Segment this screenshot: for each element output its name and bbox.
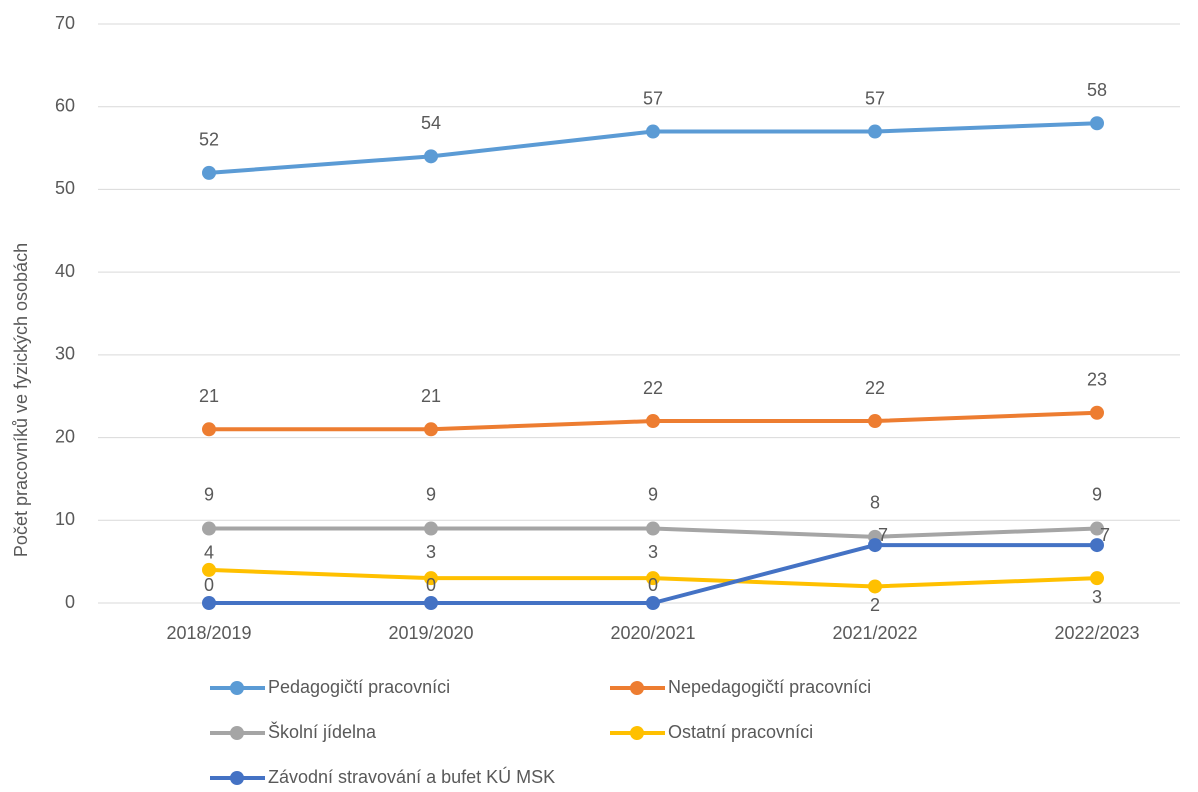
data-label: 54: [421, 113, 441, 133]
data-point: [1090, 521, 1104, 536]
data-point: [868, 124, 882, 139]
y-tick-label: 30: [55, 344, 75, 364]
data-point: [424, 521, 438, 536]
data-point: [424, 149, 438, 164]
y-tick-label: 50: [55, 178, 75, 198]
data-label: 3: [648, 542, 658, 562]
data-label: 3: [426, 542, 436, 562]
data-point: [202, 596, 216, 610]
y-tick-label: 60: [55, 95, 75, 115]
data-label: 23: [1087, 370, 1107, 390]
data-point: [202, 562, 216, 577]
data-label: 58: [1087, 80, 1107, 100]
data-label: 0: [204, 575, 214, 595]
legend-label: Školní jídelna: [268, 721, 377, 742]
x-tick-label: 2019/2020: [388, 623, 473, 643]
data-label: 3: [1092, 587, 1102, 607]
legend-marker: [230, 771, 244, 785]
data-point: [868, 414, 882, 429]
y-tick-label: 70: [55, 13, 75, 33]
data-point: [1090, 116, 1104, 131]
data-point: [646, 414, 660, 429]
x-tick-label: 2020/2021: [610, 623, 695, 643]
data-label: 21: [421, 386, 441, 406]
data-label: 0: [426, 575, 436, 595]
x-tick-label: 2022/2023: [1054, 623, 1139, 643]
legend-marker: [230, 681, 244, 695]
data-point: [646, 124, 660, 139]
data-label: 9: [426, 484, 436, 504]
data-label: 22: [643, 378, 663, 398]
legend-label: Pedagogičtí pracovníci: [268, 677, 450, 697]
data-point: [202, 422, 216, 437]
data-point: [424, 422, 438, 437]
y-axis-title: Počet pracovníků ve fyzických osobách: [11, 243, 31, 557]
y-tick-label: 10: [55, 509, 75, 529]
data-point: [646, 571, 660, 586]
legend-marker: [630, 726, 644, 740]
data-label: 57: [643, 88, 663, 108]
data-point: [1090, 405, 1104, 420]
data-point: [868, 538, 882, 553]
y-tick-label: 0: [65, 592, 75, 612]
legend-marker: [630, 681, 644, 695]
data-point: [202, 521, 216, 536]
data-label: 52: [199, 130, 219, 150]
data-point: [1090, 571, 1104, 586]
data-point: [646, 521, 660, 536]
x-tick-label: 2018/2019: [166, 623, 251, 643]
data-label: 22: [865, 378, 885, 398]
data-label: 8: [870, 493, 880, 513]
x-tick-label: 2021/2022: [832, 623, 917, 643]
legend-marker: [230, 726, 244, 740]
data-label: 21: [199, 386, 219, 406]
data-point: [868, 579, 882, 594]
data-point: [424, 596, 438, 610]
data-label: 4: [204, 543, 214, 563]
data-point: [202, 165, 216, 180]
y-tick-label: 40: [55, 261, 75, 281]
data-point: [1090, 538, 1104, 553]
data-point: [646, 596, 660, 610]
legend-label: Nepedagogičtí pracovníci: [668, 677, 871, 697]
data-label: 9: [648, 484, 658, 504]
data-label: 7: [878, 525, 888, 545]
data-label: 7: [1100, 525, 1110, 545]
data-label: 9: [204, 484, 214, 504]
data-label: 57: [865, 88, 885, 108]
data-label: 2: [870, 595, 880, 615]
data-point: [424, 571, 438, 586]
legend-label: Závodní stravování a bufet KÚ MSK: [268, 766, 555, 787]
data-label: 0: [648, 575, 658, 595]
y-tick-label: 20: [55, 426, 75, 446]
data-label: 9: [1092, 484, 1102, 504]
legend-label: Ostatní pracovníci: [668, 722, 813, 742]
